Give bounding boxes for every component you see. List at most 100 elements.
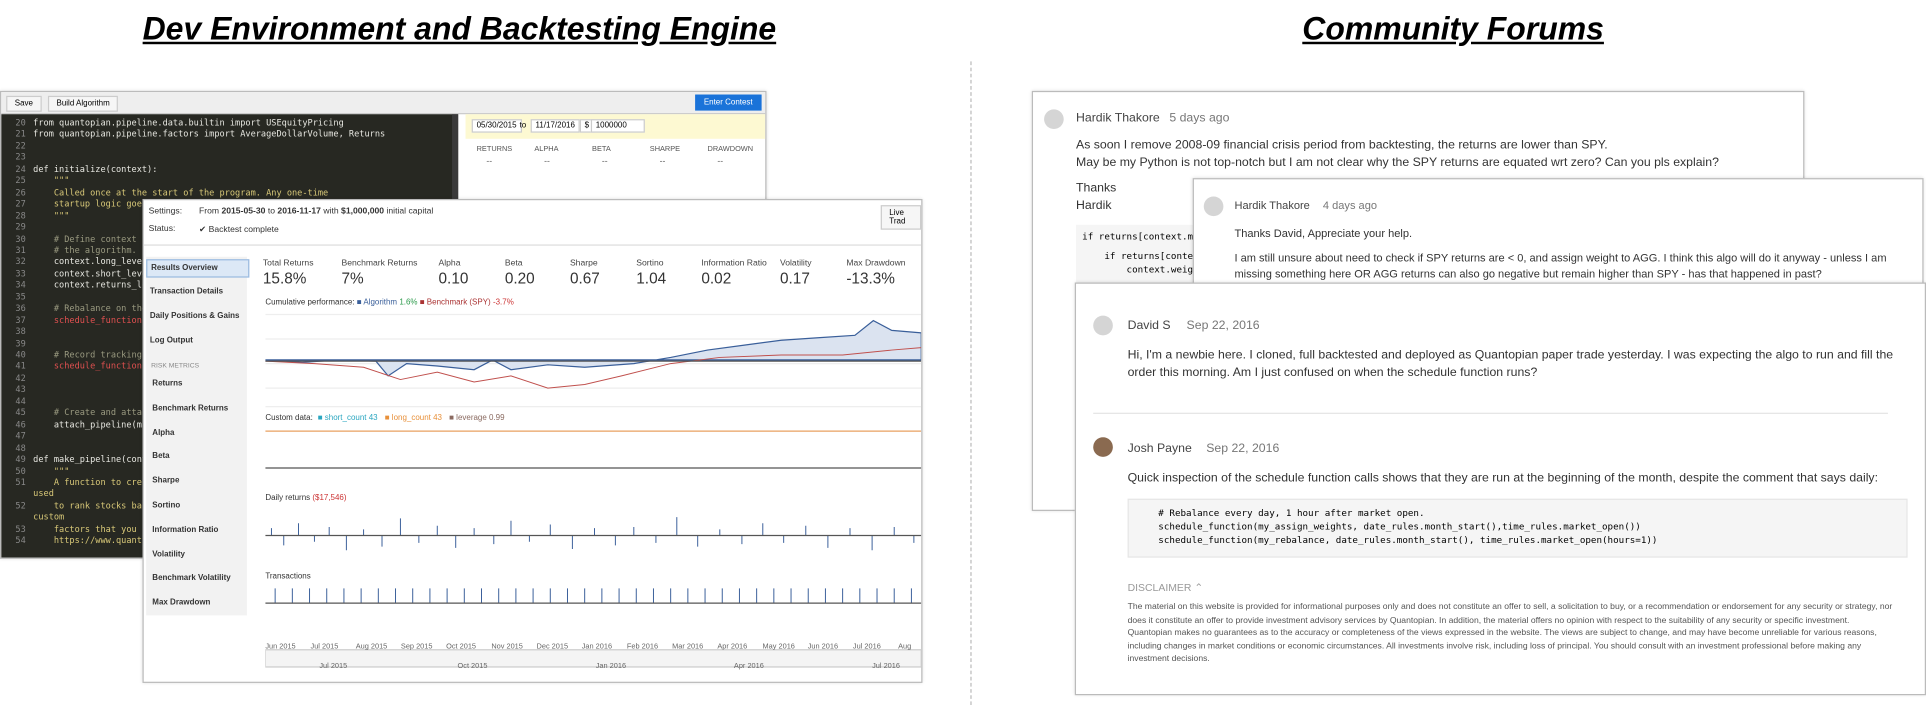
line-number: 26 bbox=[15, 187, 26, 198]
custom-name: short_count bbox=[324, 413, 367, 423]
x-label: May 2016 bbox=[762, 643, 795, 652]
legend-algorithm: Algorithm bbox=[363, 298, 398, 308]
status: ✔ Backtest complete bbox=[198, 226, 279, 235]
metric-label: Total Returns bbox=[262, 259, 314, 268]
nav-item[interactable]: Results Overview bbox=[146, 259, 250, 278]
metric-value: -- bbox=[601, 157, 608, 166]
custom-name: long_count bbox=[391, 413, 431, 423]
metric-value: 0.17 bbox=[779, 270, 810, 288]
risk-item[interactable]: Benchmark Returns bbox=[152, 403, 229, 413]
code-line: used bbox=[33, 489, 54, 500]
line-number: 35 bbox=[15, 292, 26, 302]
benchmark-line bbox=[265, 347, 922, 389]
cumulative-label: Cumulative performance: bbox=[265, 298, 355, 308]
author: Hardik Thakore bbox=[1234, 198, 1310, 212]
author: Josh Payne bbox=[1127, 442, 1192, 456]
sidebar bbox=[146, 256, 247, 616]
from: From bbox=[198, 207, 220, 217]
capital-input[interactable]: 1000000 bbox=[590, 119, 645, 133]
code-line: # Create and attac bbox=[33, 408, 148, 418]
metric-value: -13.3% bbox=[846, 270, 895, 288]
code-line: to rank stocks bas bbox=[33, 500, 148, 511]
code-line: """ bbox=[33, 175, 70, 186]
text: Quick inspection of the schedule functio… bbox=[1127, 471, 1879, 486]
navigator-label: Jul 2016 bbox=[872, 663, 900, 671]
contest-button[interactable]: Enter Contest bbox=[695, 94, 762, 111]
custom-series: ■ leverage 0.99 bbox=[449, 413, 505, 423]
post-box-2: Hardik Thakore 4 days ago Thanks David, … bbox=[1192, 178, 1924, 287]
line-number: 28 bbox=[15, 210, 26, 221]
navigator-label: Apr 2016 bbox=[733, 663, 764, 671]
metric-label: Sharpe bbox=[569, 259, 598, 268]
end-input[interactable]: 11/17/2016 bbox=[530, 119, 580, 133]
code-line: """ bbox=[33, 210, 70, 221]
time: Sep 22, 2016 bbox=[1206, 442, 1280, 456]
line-number: 29 bbox=[15, 222, 26, 233]
line-number: 46 bbox=[15, 419, 26, 430]
custom-name: leverage bbox=[456, 413, 487, 423]
text: Hardik bbox=[1076, 198, 1112, 213]
text: Thanks David, Appreciate your help. bbox=[1234, 227, 1413, 240]
code-block: # Rebalance every day, 1 hour after mark… bbox=[1127, 498, 1908, 558]
nav-item[interactable]: Log Output bbox=[149, 336, 193, 346]
line-number: 32 bbox=[15, 257, 26, 268]
metric-value: 15.8% bbox=[262, 270, 307, 288]
risk-item[interactable]: Sharpe bbox=[152, 476, 180, 486]
line-number: 31 bbox=[15, 245, 26, 256]
risk-item[interactable]: Beta bbox=[152, 452, 170, 462]
line-number: 50 bbox=[15, 466, 26, 476]
navigator bbox=[265, 649, 922, 668]
metric-value: -- bbox=[717, 157, 724, 166]
custom-series: ■ long_count 43 bbox=[384, 413, 442, 423]
time: 4 days ago bbox=[1322, 198, 1378, 212]
custom-data: Custom data: ■ short_count 43 ■ long_coun… bbox=[265, 414, 504, 423]
nav-item[interactable]: Daily Positions & Gains bbox=[149, 311, 240, 321]
risk-item[interactable]: Sortino bbox=[152, 501, 181, 510]
separator bbox=[1093, 412, 1888, 414]
code-line: context.short_leve bbox=[33, 268, 148, 279]
start-input[interactable]: 05/30/2015 bbox=[471, 119, 522, 133]
legend-benchmark: Benchmark (SPY) bbox=[426, 298, 491, 308]
algorithm-line bbox=[265, 319, 922, 377]
build-button[interactable]: Build Algorithm bbox=[47, 95, 119, 112]
metric-value: -- bbox=[544, 157, 550, 166]
risk-item[interactable]: Returns bbox=[152, 379, 183, 389]
text: Thanks bbox=[1076, 181, 1117, 196]
code-line: # Define context bbox=[33, 233, 137, 244]
navigator-label: Oct 2015 bbox=[457, 663, 488, 671]
line-number: 51 bbox=[15, 477, 26, 488]
line-number: 23 bbox=[15, 152, 26, 163]
status-label: Status: bbox=[148, 224, 176, 234]
code-line: # the algorithm. bbox=[33, 245, 137, 256]
metric-value: 0.20 bbox=[504, 270, 535, 288]
risk-item[interactable]: Alpha bbox=[152, 428, 175, 437]
text: I am still unsure about need to check if… bbox=[1234, 251, 1887, 281]
code-line: custom bbox=[33, 512, 65, 523]
nav-item[interactable]: Transaction Details bbox=[149, 287, 224, 297]
avatar bbox=[1203, 196, 1224, 217]
metric-label: Information Ratio bbox=[701, 259, 767, 268]
risk-item[interactable]: Information Ratio bbox=[152, 525, 219, 535]
line-number: 45 bbox=[15, 408, 26, 418]
x-label: Jun 2016 bbox=[807, 643, 839, 652]
line-number: 40 bbox=[15, 350, 26, 360]
code-line: https://www.quant bbox=[33, 535, 142, 546]
code-line: factors that you c bbox=[33, 524, 148, 535]
text: As soon I remove 2008-09 financial crisi… bbox=[1076, 138, 1608, 153]
code-line: context.returns_lo bbox=[33, 280, 148, 291]
metric-value: -- bbox=[486, 157, 493, 166]
live-button[interactable]: Live Trad bbox=[880, 205, 922, 230]
navigator-label: Jul 2015 bbox=[319, 663, 348, 671]
risk-item[interactable]: Max Drawdown bbox=[152, 598, 211, 608]
author: David S bbox=[1127, 319, 1171, 333]
risk-item[interactable]: Benchmark Volatility bbox=[152, 574, 231, 583]
save-button[interactable]: Save bbox=[6, 95, 42, 112]
settings: From 2015-05-30 to 2016-11-17 with $1,00… bbox=[199, 208, 433, 217]
disclaimer-toggle[interactable]: DISCLAIMER ⌃ bbox=[1127, 580, 1204, 594]
metric-value: 7% bbox=[341, 270, 364, 288]
metric-label: BETA bbox=[592, 146, 611, 154]
metric-value: -- bbox=[659, 157, 666, 166]
risk-item[interactable]: Volatility bbox=[152, 549, 185, 559]
x-label: Dec 2015 bbox=[536, 643, 569, 652]
avatar bbox=[1093, 315, 1113, 336]
